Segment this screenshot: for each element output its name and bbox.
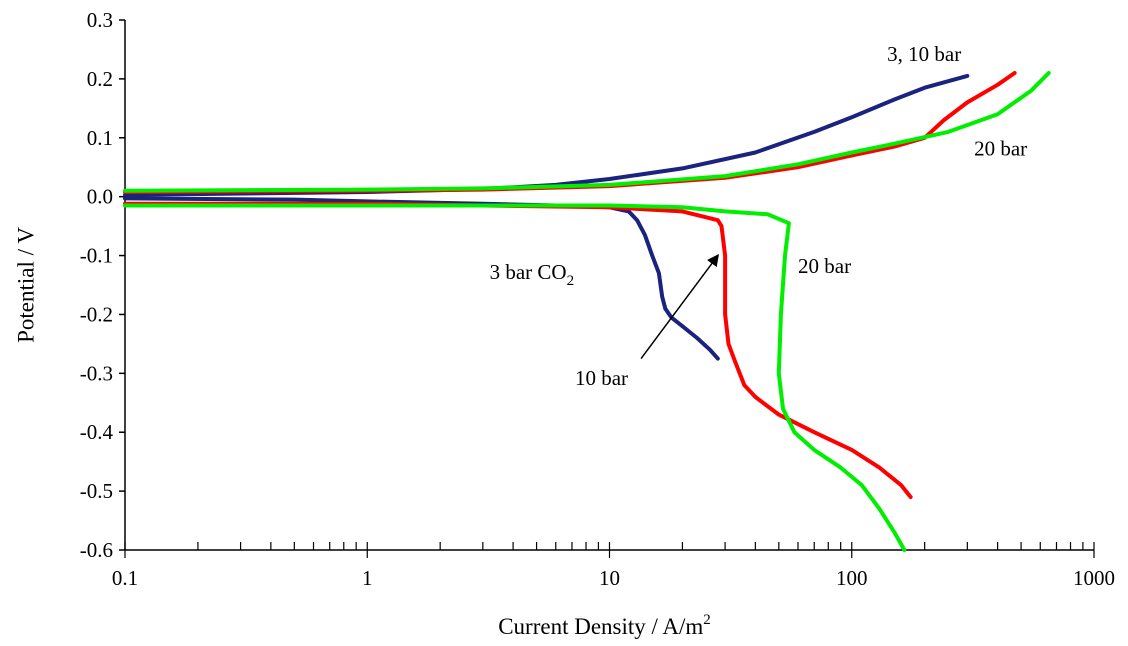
x-axis-title-text: Current Density / A/m [498,614,703,639]
x-axis: 0.1 1 10 100 1000 [112,542,1115,590]
annotation-text: 3, 10 bar [887,42,961,66]
y-tick-label: 0.1 [87,126,113,150]
series-line [123,73,970,197]
y-tick-label: 0.0 [87,185,113,209]
annotation-label: 3 bar CO2 [490,260,574,289]
x-axis-title-superscript: 2 [703,612,711,628]
plot-frame [124,20,1094,551]
annotation-label: 20 bar [974,136,1027,160]
annotation-text: 20 bar [974,136,1027,160]
series-line [123,196,720,361]
y-tick-label: 0.2 [87,67,113,91]
y-axis-title: Potential / V [13,227,38,343]
y-tick-label: -0.3 [80,361,113,385]
x-axis-title: Current Density / A/m2 [498,612,711,639]
y-tick-label: -0.2 [80,302,113,326]
y-tick-label: -0.4 [80,420,114,444]
annotation-label: 20 bar [798,254,851,278]
annotation-layer: 3, 10 bar 20 bar 3 bar CO2 20 bar 10 bar [490,42,1028,390]
x-tick-label: 1 [362,566,373,590]
series-line [123,71,1017,194]
y-tick-label: -0.5 [80,479,113,503]
x-tick-label: 1000 [1073,566,1115,590]
y-tick-label: 0.3 [87,8,113,32]
y-tick-label: -0.1 [80,244,113,268]
annotation-text: 3 bar CO [490,260,567,284]
x-tick-label: 10 [599,566,620,590]
x-tick-label: 0.1 [112,566,138,590]
annotation-arrow [640,253,720,360]
y-axis: 0.3 0.2 0.1 0.0 -0.1 -0.2 -0.3 -0.4 -0.5 -0.6 [80,8,125,562]
series-line [123,71,1051,193]
annotation-text: 20 bar [798,254,851,278]
annotation-label: 3, 10 bar [887,42,961,66]
y-tick-label: -0.6 [80,538,113,562]
annotation-subscript: 2 [567,273,575,289]
series-layer [123,71,1051,552]
series-line [123,203,907,552]
series-line [123,201,913,499]
annotation-text: 10 bar [575,366,628,390]
annotation-label: 10 bar [575,366,628,390]
x-tick-label: 100 [836,566,868,590]
